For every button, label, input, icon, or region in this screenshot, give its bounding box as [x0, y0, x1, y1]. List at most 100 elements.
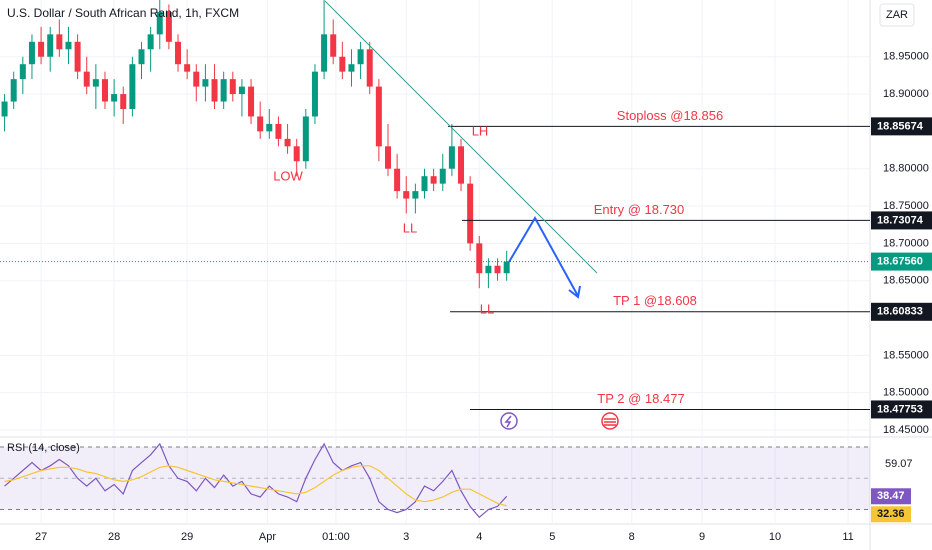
candle-body	[421, 176, 428, 192]
y-tick-label: 18.80000	[883, 163, 929, 175]
trend-line	[324, 0, 598, 274]
candle-body	[503, 261, 510, 274]
arrow-head	[568, 285, 581, 299]
swing-label: LL	[480, 301, 494, 316]
y-tick-label: 18.70000	[883, 237, 929, 249]
x-tick-label: 11	[842, 531, 853, 543]
candle-body	[28, 41, 35, 65]
candle-body	[1, 101, 8, 117]
x-tick-label: 9	[699, 531, 705, 543]
candle-body	[394, 168, 401, 192]
candle-body	[238, 86, 245, 95]
y-tick-label: 18.95000	[883, 51, 929, 63]
candle-body	[384, 146, 391, 169]
candle-body	[257, 116, 264, 132]
level-label: TP 2 @ 18.477	[597, 391, 684, 406]
x-tick-label: 01:00	[322, 531, 350, 543]
level-label: Entry @ 18.730	[594, 202, 685, 217]
candle-body	[211, 79, 218, 102]
x-tick-label: 27	[35, 531, 47, 543]
candle-body	[65, 41, 72, 50]
candle-body	[47, 34, 54, 57]
candle-body	[403, 191, 410, 199]
candle-body	[284, 138, 291, 147]
last-price-label: 18.67560	[877, 255, 923, 267]
rsi-title: RSI (14, close)	[7, 442, 80, 454]
candle-body	[439, 168, 446, 184]
x-tick-label: 3	[403, 531, 409, 543]
x-tick-label: 28	[108, 531, 120, 543]
candle-body	[184, 64, 191, 72]
candle-body	[357, 49, 364, 65]
chart-title: U.S. Dollar / South African Rand, 1h, FX…	[7, 6, 239, 20]
rsi-value-box	[871, 488, 911, 505]
swing-label: LOW	[273, 168, 303, 183]
rsi-line	[4, 465, 507, 507]
candle-body	[38, 41, 45, 57]
candle-body	[412, 191, 419, 199]
x-tick-label: 5	[549, 531, 555, 543]
y-tick-label: 18.45000	[883, 424, 929, 436]
x-tick-label: 4	[476, 531, 482, 543]
event-icon[interactable]	[500, 412, 518, 430]
candle-body	[193, 71, 200, 87]
forecast-arrow	[508, 215, 579, 297]
candle-body	[467, 183, 474, 244]
y-tick-label: 18.55000	[883, 349, 929, 361]
candle-body	[275, 123, 282, 139]
level-price-label: 18.60833	[877, 306, 923, 318]
candle-body	[120, 94, 127, 109]
candle-body	[129, 64, 136, 109]
candle-body	[485, 265, 492, 274]
candle-body	[266, 123, 273, 132]
y-tick-label: 18.50000	[883, 387, 929, 399]
level-label: Stoploss @18.856	[617, 108, 723, 123]
candle-body	[375, 86, 382, 147]
candle-body	[138, 49, 145, 65]
price-pane	[0, 0, 870, 524]
candle-body	[83, 71, 90, 87]
candle-body	[147, 34, 154, 50]
level-price-box	[871, 117, 932, 136]
candle-body	[348, 64, 355, 72]
flag-stripes	[604, 418, 616, 426]
x-tick-label: 10	[769, 531, 781, 543]
candle-body	[10, 79, 17, 102]
level-price-box	[871, 400, 932, 419]
rsi-value-box	[871, 506, 911, 523]
level-label: TP 1 @18.608	[613, 293, 697, 308]
x-tick-label: 29	[181, 531, 193, 543]
candle-body	[74, 41, 81, 72]
rsi-line	[4, 442, 508, 519]
swing-label: LL	[403, 220, 417, 235]
candle-body	[101, 79, 108, 102]
candle-body	[220, 79, 227, 102]
candle-body	[448, 146, 455, 169]
level-price-label: 18.73074	[877, 214, 924, 226]
currency: ZAR	[886, 9, 908, 21]
swing-label: LH	[472, 123, 489, 138]
level-price-label: 18.85674	[877, 120, 924, 132]
x-tick-label: 8	[629, 531, 635, 543]
y-tick-label: 18.65000	[883, 275, 929, 287]
candle-body	[311, 71, 318, 117]
rsi-pane	[0, 442, 870, 519]
level-price-box	[871, 211, 932, 230]
candle-body	[302, 116, 309, 162]
candle-body	[330, 34, 337, 57]
candle-body	[156, 11, 163, 35]
rsi-value-label: 38.47	[877, 490, 905, 502]
candle-body	[202, 79, 209, 87]
candle-body	[92, 79, 99, 87]
rsi-value-label: 32.36	[877, 508, 905, 520]
last-price-box	[871, 252, 932, 271]
candle-body	[458, 146, 465, 184]
level-price-label: 18.47753	[877, 403, 923, 415]
candle-body	[165, 11, 172, 42]
y-tick-label: 18.75000	[883, 200, 929, 212]
flag-icon[interactable]	[601, 412, 619, 430]
rsi-tick-label: 59.07	[885, 458, 913, 470]
currency-box[interactable]	[879, 3, 915, 27]
